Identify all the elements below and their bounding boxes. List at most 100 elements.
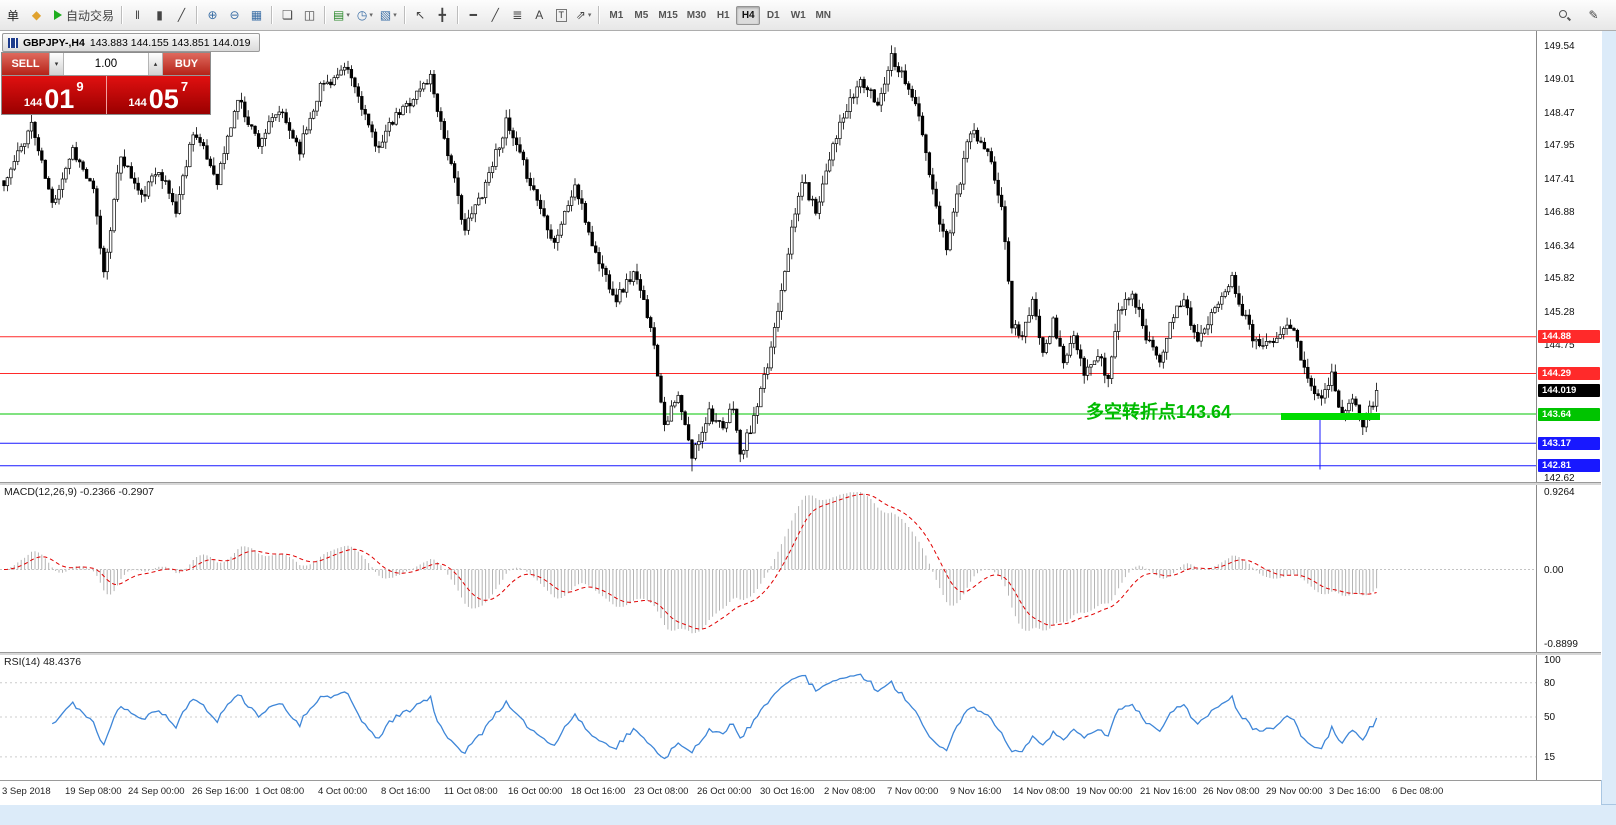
new-order-partial-label[interactable]: 单 xyxy=(7,8,20,23)
trade-prices-row: 144 01 9 144 05 7 xyxy=(2,75,210,114)
toolbar-separator xyxy=(598,6,601,24)
trendline-icon[interactable]: ╱ xyxy=(485,4,506,26)
macd-panel[interactable]: MACD(12,26,9) -0.2366 -0.2907 xyxy=(0,484,1536,652)
chart-tab[interactable]: GBPJPY-,H4 143.883 144.155 143.851 144.0… xyxy=(2,33,261,52)
search-icon xyxy=(1558,9,1571,22)
rsi-axis-label: 15 xyxy=(1544,752,1556,763)
buy-price-prefix: 144 xyxy=(128,97,147,109)
horizontal-scrollbar[interactable] xyxy=(0,804,1616,825)
period-icon: ◷ xyxy=(356,8,368,22)
timeframe-h1[interactable]: H1 xyxy=(711,6,735,25)
label-icon[interactable]: T xyxy=(551,4,572,26)
trendline-icon: ╱ xyxy=(491,8,499,22)
new-chart-icon: ▤ xyxy=(333,8,345,22)
sell-price-big: 01 xyxy=(44,84,75,115)
text-icon[interactable]: A xyxy=(529,4,550,26)
price-tick-label: 147.95 xyxy=(1544,140,1575,151)
period-icon[interactable]: ◷ ▾ xyxy=(354,4,376,26)
tile-windows-icon: ❏ xyxy=(282,8,293,22)
panel-splitter[interactable] xyxy=(0,482,1601,485)
price-level-badge: 143.64 xyxy=(1538,408,1600,421)
cursor-icon[interactable]: ↖ xyxy=(410,4,431,26)
price-level-badge: 144.88 xyxy=(1538,330,1600,343)
macd-chart[interactable] xyxy=(0,484,1536,652)
autotrading-button[interactable]: 自动交易 xyxy=(51,4,117,26)
crosshair-icon[interactable]: ╋ xyxy=(432,4,453,26)
timeframe-d1[interactable]: D1 xyxy=(761,6,785,25)
cascade-windows-icon[interactable]: ◫ xyxy=(299,4,320,26)
toolbar-separator xyxy=(196,6,199,24)
bar-chart-icon[interactable]: ‖ xyxy=(127,4,148,26)
horizontal-line-icon[interactable]: ━ xyxy=(463,4,484,26)
zoom-out-icon[interactable]: ⊖ xyxy=(224,4,245,26)
time-axis-label: 4 Oct 00:00 xyxy=(318,786,368,797)
sell-price-button[interactable]: 144 01 9 xyxy=(2,76,106,114)
sell-button[interactable]: SELL xyxy=(2,53,49,75)
line-chart-icon[interactable]: ╱ xyxy=(171,4,192,26)
timeframe-m1[interactable]: M1 xyxy=(604,6,628,25)
time-axis-label: 8 Oct 16:00 xyxy=(381,786,431,797)
price-axis: 149.54 149.01 148.47 147.95 147.41 146.88 146.… xyxy=(1536,30,1602,780)
zoom-out-icon: ⊖ xyxy=(229,8,240,22)
zoom-in-icon[interactable]: ⊕ xyxy=(202,4,223,26)
tile-windows-icon[interactable]: ❏ xyxy=(277,4,298,26)
price-tick-label: 146.88 xyxy=(1544,207,1575,218)
crosshair-icon: ╋ xyxy=(438,8,446,22)
candlestick-chart[interactable] xyxy=(0,30,1536,482)
rsi-label: RSI(14) 48.4376 xyxy=(4,656,82,668)
new-chart-icon[interactable]: ▤ ▾ xyxy=(330,4,353,26)
timeframe-h4[interactable]: H4 xyxy=(736,5,761,25)
bid-price-badge: 144.019 xyxy=(1538,384,1600,397)
candlestick-chart-icon[interactable]: ▮ xyxy=(149,4,170,26)
dropdown-caret-icon: ▾ xyxy=(369,12,373,19)
price-tick-label: 145.28 xyxy=(1544,307,1575,318)
buy-button[interactable]: BUY xyxy=(163,53,210,75)
toolbar-separator xyxy=(121,6,124,24)
time-axis-label: 14 Nov 08:00 xyxy=(1013,786,1070,797)
time-axis-label: 18 Oct 16:00 xyxy=(571,786,626,797)
search-icon[interactable] xyxy=(1554,4,1575,26)
rsi-chart[interactable] xyxy=(0,654,1536,780)
panel-splitter[interactable] xyxy=(0,652,1601,655)
buy-price-button[interactable]: 144 05 7 xyxy=(106,76,210,115)
label-icon: T xyxy=(555,8,567,22)
fibonacci-icon: ≣ xyxy=(512,8,523,22)
timeframe-m15[interactable]: M15 xyxy=(654,6,681,25)
indicators-icon: ▧ xyxy=(379,8,392,22)
rsi-axis-label: 100 xyxy=(1544,655,1561,666)
price-tick-label: 147.41 xyxy=(1544,174,1575,185)
buy-price-big: 05 xyxy=(148,84,179,115)
grid-icon[interactable]: ▦ xyxy=(246,4,267,26)
rsi-panel[interactable]: RSI(14) 48.4376 xyxy=(0,654,1536,780)
expert-advisors-icon[interactable]: ◆ xyxy=(31,8,42,22)
one-click-trading-widget: SELL ▾ ▴ BUY 144 01 9 144 05 7 xyxy=(1,52,211,115)
volume-increase-button[interactable]: ▴ xyxy=(149,53,162,75)
price-chart-panel[interactable]: 多空转折点143.64 GBPJPY-,H4 143.883 144.155 1… xyxy=(0,30,1536,482)
timeframe-w1[interactable]: W1 xyxy=(786,6,810,25)
autotrading-label: 自动交易 xyxy=(66,8,115,23)
volume-input[interactable] xyxy=(64,53,148,75)
price-tick-label: 149.54 xyxy=(1544,41,1575,52)
indicators-icon[interactable]: ▧ ▾ xyxy=(377,4,400,26)
timeframe-m30[interactable]: M30 xyxy=(683,6,710,25)
time-axis-label: 16 Oct 00:00 xyxy=(508,786,563,797)
macd-axis-label: 0.9264 xyxy=(1544,487,1575,498)
main-toolbar: 单 ◆ 自动交易 ‖ ▮ ╱ ⊕ ⊖ ▦ ❏ ◫ ▤ ▾ ◷ ▾ ▧ ▾ ↖ ╋ ━ ╱ ≣ A T ⇗ ▾ M1 M5 M15 M30 H… xyxy=(0,0,1616,31)
price-tick-label: 144.75 xyxy=(1544,340,1575,351)
fibonacci-icon[interactable]: ≣ xyxy=(507,4,528,26)
time-axis-label: 29 Nov 00:00 xyxy=(1266,786,1323,797)
autotrading-play-icon xyxy=(54,10,63,20)
arrows-icon[interactable]: ⇗ ▾ xyxy=(573,4,595,26)
time-axis-label: 19 Sep 08:00 xyxy=(65,786,122,797)
rsi-axis-label: 80 xyxy=(1544,678,1556,689)
candlestick-chart-icon: ▮ xyxy=(156,8,163,22)
price-tick-label: 142.62 xyxy=(1544,473,1575,484)
edit-icon[interactable]: ✎ xyxy=(1583,4,1604,26)
volume-decrease-button[interactable]: ▾ xyxy=(50,53,63,75)
price-level-badge: 143.17 xyxy=(1538,437,1600,450)
price-level-badge: 142.81 xyxy=(1538,459,1600,472)
timeframe-m5[interactable]: M5 xyxy=(629,6,653,25)
time-axis-label: 26 Oct 00:00 xyxy=(697,786,752,797)
timeframe-mn[interactable]: MN xyxy=(811,6,835,25)
